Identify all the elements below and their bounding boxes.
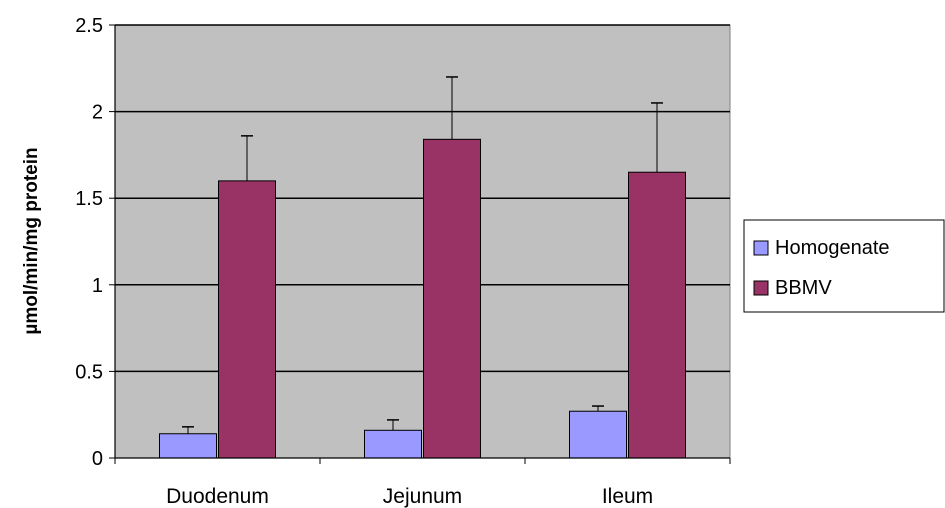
legend-box — [743, 219, 945, 313]
grid-lines — [115, 24, 730, 373]
bars — [159, 138, 686, 459]
bar-homogenate-jejunum — [364, 429, 422, 459]
axes — [109, 24, 731, 464]
y-tick-label: 2 — [92, 102, 103, 124]
error-bars — [182, 76, 663, 434]
legend-swatch-bbmv — [753, 280, 769, 296]
y-tick-label: 0 — [92, 448, 103, 470]
legend-label-homogenate: Homogenate — [775, 237, 890, 259]
legend-swatch-homogenate — [753, 240, 769, 256]
x-tick-label: Ileum — [602, 485, 653, 508]
legend-label-bbmv: BBMV — [775, 277, 832, 299]
bar-bbmv-duodenum — [218, 180, 276, 459]
x-tick-labels: Duodenum Jejunum Ileum — [166, 485, 653, 508]
x-tick-label: Jejunum — [383, 485, 462, 508]
y-tick-label: 0.5 — [75, 361, 103, 383]
bar-bbmv-jejunum — [423, 138, 481, 459]
bar-homogenate-duodenum — [159, 433, 217, 459]
y-tick-label: 1.5 — [75, 188, 103, 210]
y-tick-label: 2.5 — [75, 15, 103, 37]
plot-area — [114, 24, 731, 459]
x-tick-label: Duodenum — [166, 485, 269, 508]
bar-bbmv-ileum — [628, 171, 686, 459]
y-axis-title: µmol/min/mg protein — [21, 147, 42, 334]
y-tick-labels: 0 0.5 1 1.5 2 2.5 — [75, 15, 103, 470]
legend: Homogenate BBMV — [743, 219, 945, 313]
y-tick-label: 1 — [92, 275, 103, 297]
bar-homogenate-ileum — [569, 410, 627, 459]
